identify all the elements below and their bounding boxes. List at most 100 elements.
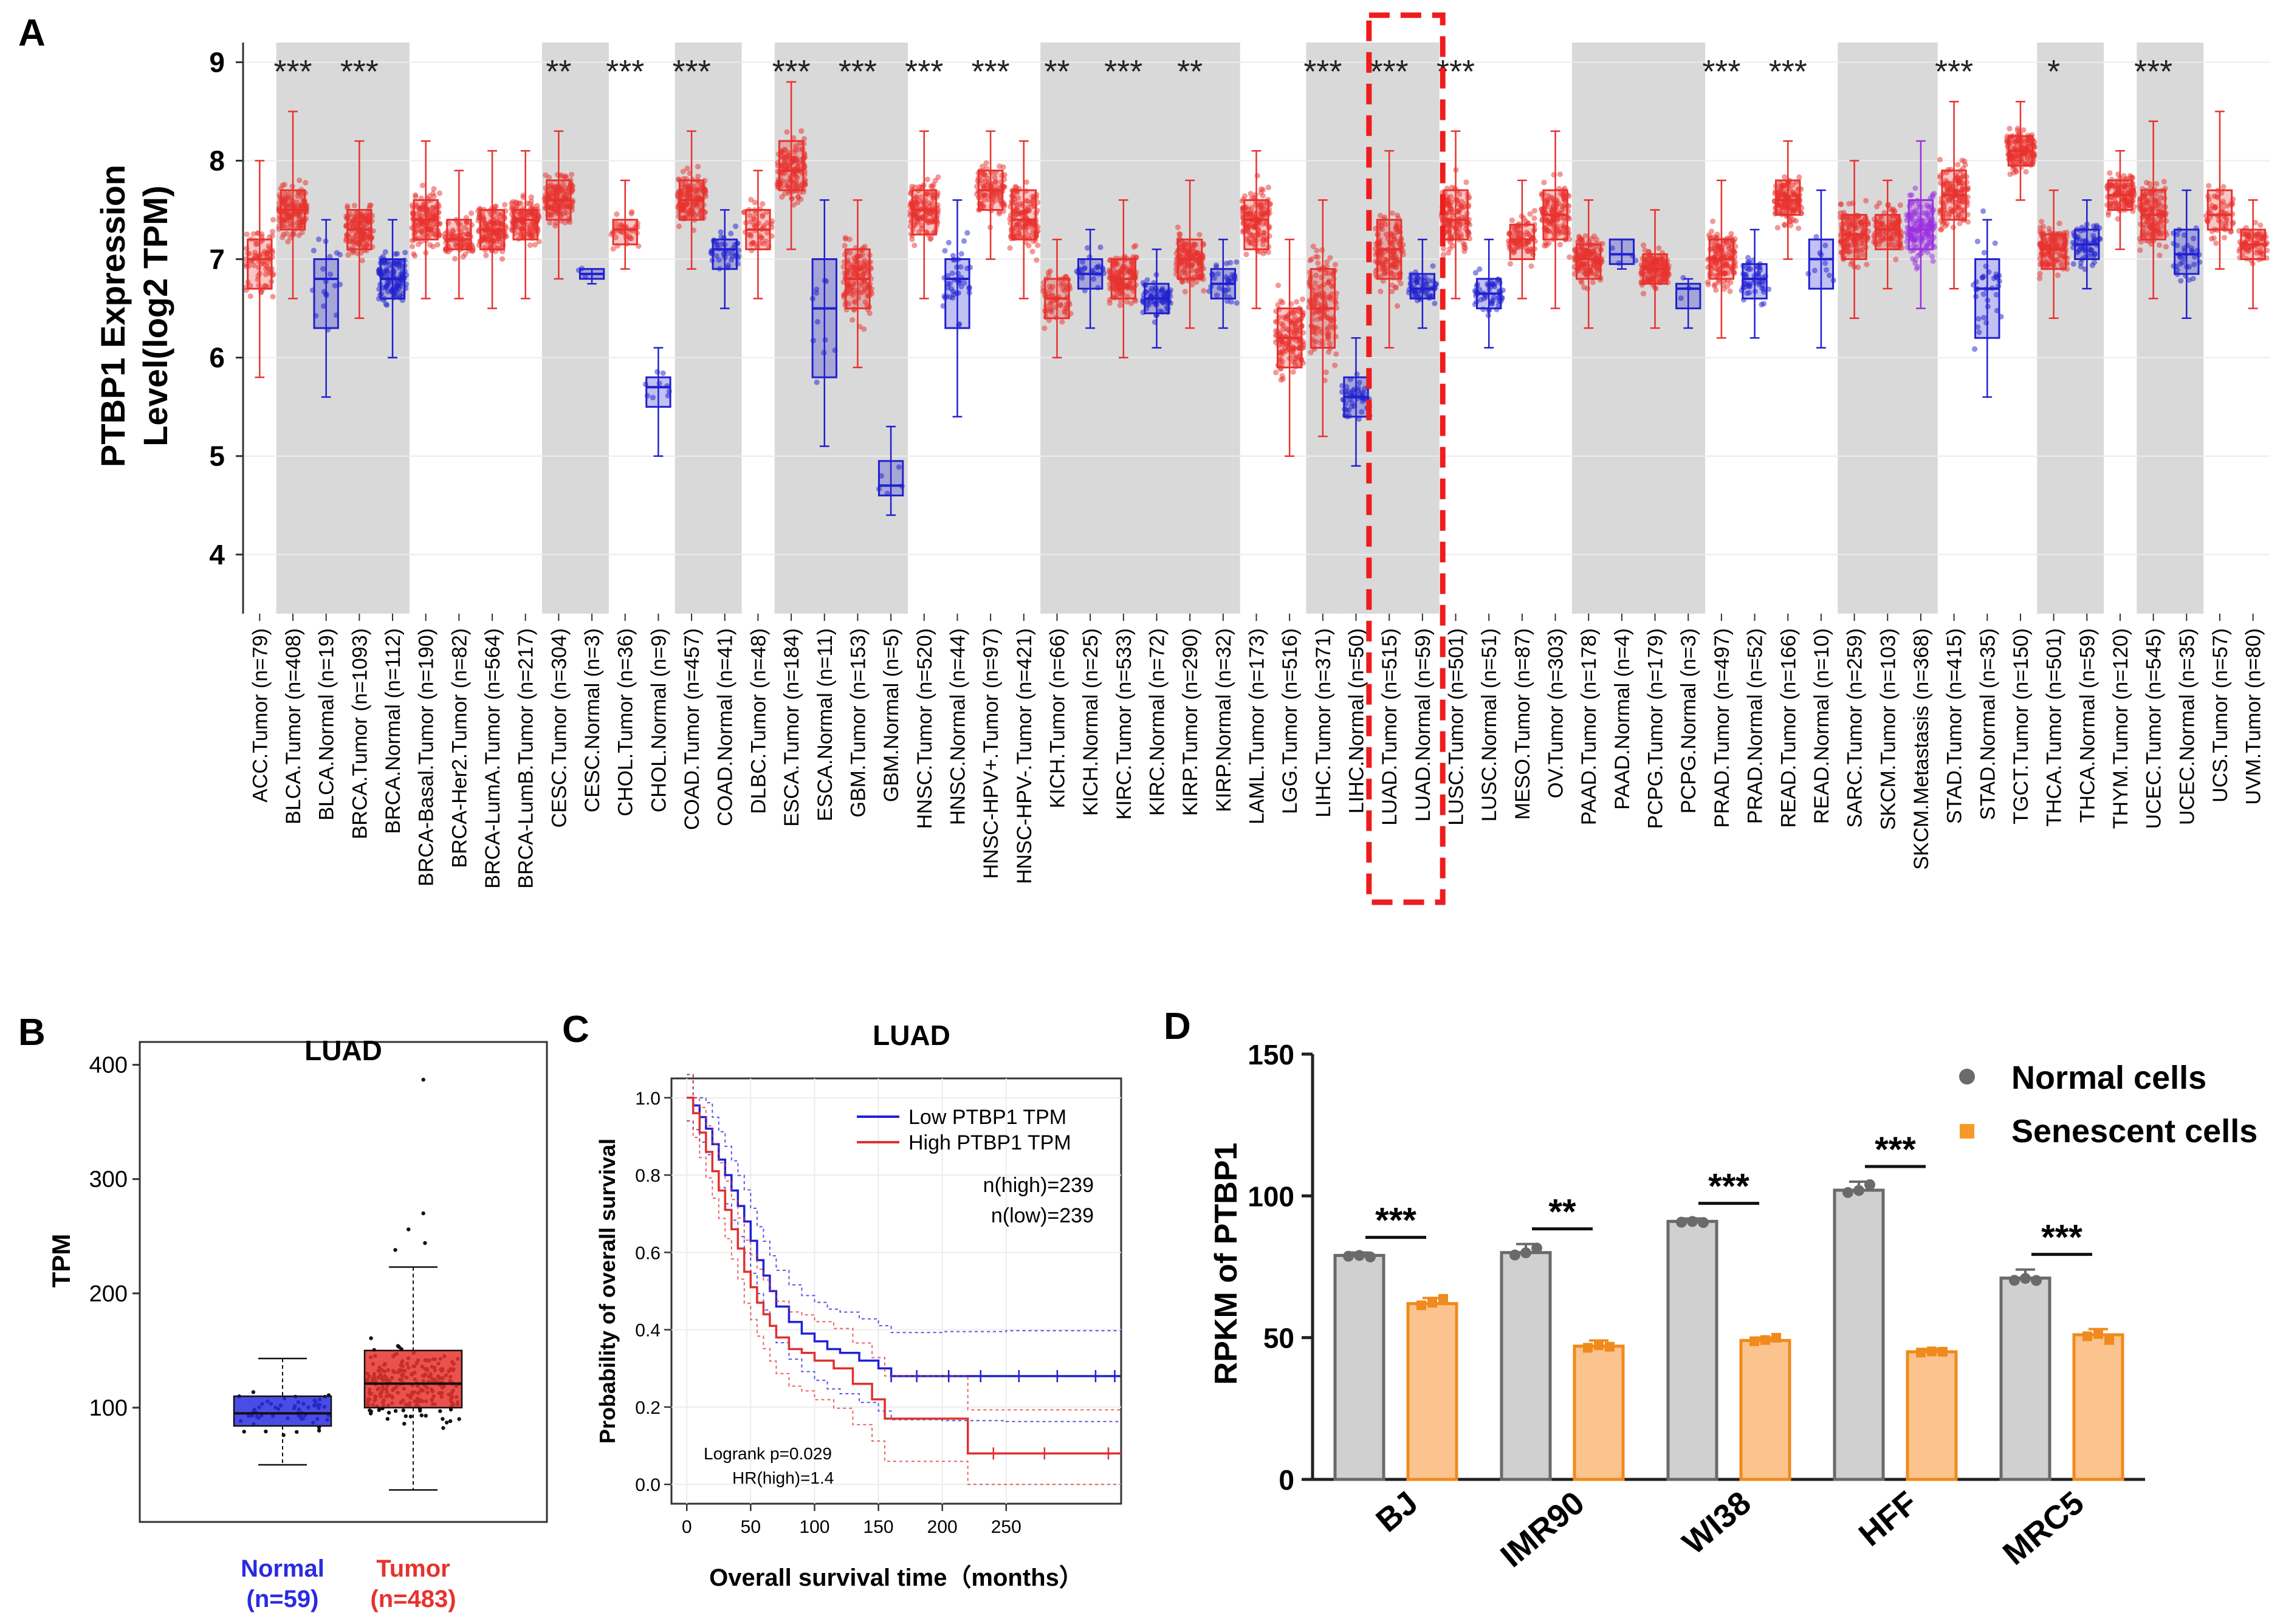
panel-a-shade-band	[1870, 43, 1905, 614]
panel-a-data-point	[950, 253, 956, 259]
panel-a-data-point	[784, 129, 790, 135]
panel-a-data-point	[1640, 242, 1647, 248]
panel-a-data-point	[1107, 300, 1113, 306]
panel-a-data-point	[250, 231, 256, 237]
panel-a-data-point	[549, 204, 555, 210]
panel-a-box	[1243, 199, 1269, 250]
panel-a-data-point	[997, 163, 1003, 170]
panel-a-data-point	[1315, 254, 1321, 260]
panel-a-shade-band	[675, 43, 709, 614]
panel-a-data-point	[350, 218, 357, 224]
panel-a-data-point	[282, 191, 288, 197]
panel-a-box	[1808, 238, 1835, 290]
panel-a-data-point	[961, 238, 967, 244]
panel-a-data-point	[419, 182, 426, 188]
panel-a-data-point	[1254, 173, 1260, 179]
panel-a-data-point	[1463, 179, 1469, 185]
panel-a-shade-band	[2169, 43, 2204, 614]
panel-a-data-point	[561, 174, 568, 180]
panel-a-data-point	[1023, 179, 1029, 185]
panel-a-data-point	[1567, 254, 1573, 260]
panel-a-data-point	[529, 230, 535, 236]
panel-a-data-point	[552, 187, 558, 193]
panel-a-data-point	[1196, 231, 1203, 238]
panel-a-data-point	[1265, 184, 1271, 191]
panel-a-data-point	[1782, 174, 1788, 180]
panel-a-data-point	[543, 172, 549, 178]
panel-a-data-point	[499, 256, 506, 262]
panel-a-shade-band	[2070, 43, 2104, 614]
panel-a-data-point	[337, 252, 343, 258]
panel-a-data-point	[1059, 319, 1065, 325]
panel-a-data-point	[696, 200, 702, 207]
panel-a-box	[247, 238, 273, 290]
panel-a-data-point	[297, 177, 303, 183]
panel-a-data-point	[629, 209, 635, 215]
panel-a-data-point	[363, 243, 369, 249]
panel-a-data-point	[527, 242, 534, 248]
panel-a-data-point	[1234, 300, 1240, 306]
panel-a-data-point	[1447, 245, 1453, 252]
panel-a-shade-band	[1838, 43, 1872, 614]
panel-a-data-point	[1234, 259, 1240, 265]
panel-a-box	[612, 219, 638, 245]
panel-a-data-point	[1323, 369, 1329, 375]
panel-a-data-point	[280, 235, 286, 241]
panel-a-box	[944, 258, 970, 329]
panel-a-data-point	[281, 182, 287, 188]
panel-a-data-point	[935, 174, 941, 180]
panel-a-data-point	[1864, 261, 1870, 267]
panel-a-data-point	[484, 221, 490, 227]
panel-a-data-point	[311, 247, 317, 253]
panel-a-box	[645, 376, 671, 408]
panel-a-data-point	[428, 210, 434, 216]
panel-a-data-point	[682, 180, 688, 186]
panel-a-data-point	[1774, 225, 1780, 231]
panel-a-shade-band	[1339, 43, 1373, 614]
panel-a-data-point	[251, 262, 257, 269]
panel-a-data-point	[1243, 252, 1249, 258]
panel-a-data-point	[367, 202, 373, 208]
panel-a-data-point	[1590, 279, 1596, 286]
panel-a-points-group	[376, 249, 410, 308]
panel-a-data-point	[1333, 351, 1339, 357]
panel-a-data-point	[296, 232, 302, 238]
panel-a-data-point	[1290, 369, 1296, 375]
panel-a-box	[712, 238, 738, 270]
panel-a-data-point	[1782, 222, 1788, 228]
panel-a-data-point	[1029, 248, 1035, 255]
panel-a-data-point	[550, 208, 556, 214]
panel-a-data-point	[352, 233, 359, 239]
panel-a-data-point	[846, 236, 853, 242]
panel-a-data-point	[383, 301, 389, 307]
panel-a-data-point	[718, 229, 724, 235]
panel-a-data-point	[814, 379, 820, 385]
panel-a-data-point	[946, 239, 952, 245]
panel-a-data-point	[427, 242, 433, 248]
panel-a-data-point	[520, 225, 526, 231]
panel-a-data-point	[269, 233, 275, 239]
panel-a-data-point	[1084, 245, 1091, 251]
panel-a-data-point	[1593, 236, 1599, 242]
panel-a-data-point	[436, 190, 443, 196]
panel-a-data-point	[493, 203, 499, 209]
panel-a-data-point	[1315, 260, 1321, 266]
panel-a-data-point	[398, 271, 404, 277]
panel-a-data-point	[1855, 264, 1861, 270]
panel-a-data-point	[924, 176, 930, 182]
panel-a-data-point	[1507, 261, 1513, 267]
panel-a-data-point	[561, 194, 567, 200]
panel-a-data-point	[382, 260, 388, 266]
panel-a-data-point	[428, 226, 434, 232]
panel-a-data-point	[684, 165, 690, 171]
panel-a-data-point	[525, 231, 531, 237]
panel-a-data-point	[411, 251, 417, 257]
panel-a-data-point	[1042, 325, 1048, 331]
panel-a-data-point	[1310, 244, 1316, 250]
panel-a-data-point	[1035, 242, 1041, 248]
panel-a-data-point	[1796, 225, 1802, 231]
panel-a-data-point	[695, 163, 701, 170]
panel-a-data-point	[1461, 248, 1468, 255]
